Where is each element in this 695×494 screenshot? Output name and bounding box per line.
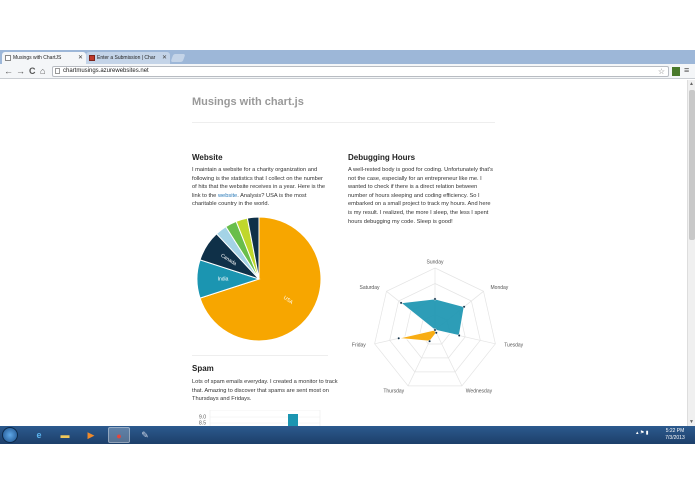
vertical-scrollbar[interactable]: ▲ ▼ [687, 80, 695, 426]
explorer-folder-icon[interactable]: ▬ [60, 430, 70, 440]
browser-toolbar: ← → C ⌂ chartmusings.azurewebsites.net ☆… [0, 64, 695, 79]
media-player-icon[interactable]: ▶ [87, 430, 95, 440]
taskbar: e ▬ ▶ ● ✎ ▴ ⚑ ▮ 5:22 PM 7/3/2013 [0, 426, 695, 444]
scroll-thumb[interactable] [689, 90, 695, 240]
tab-strip: Musings with ChartJS ✕ Enter a Submissio… [0, 50, 695, 64]
debugging-paragraph: A well-rested body is good for coding. U… [348, 167, 493, 225]
close-tab-icon[interactable]: ✕ [77, 55, 83, 61]
radar-grid-ring [389, 283, 481, 373]
radar-point [457, 334, 461, 337]
scroll-down-icon[interactable]: ▼ [689, 419, 694, 425]
radar-point [434, 331, 438, 335]
start-button[interactable] [2, 427, 18, 443]
debugging-radar-chart: Sunday Monday Tuesday Wednesday Thursday Frid… [352, 259, 524, 395]
clock[interactable]: 5:22 PM 7/3/2013 [660, 428, 690, 441]
bookmark-star-icon[interactable]: ☆ [657, 67, 665, 76]
page-viewport: Musings with chart.js Website I maintain… [0, 80, 687, 426]
debugging-heading: Debugging Hours [348, 153, 416, 162]
tab-submission[interactable]: Enter a Submission | Char ✕ [86, 52, 170, 64]
paint-icon[interactable]: ✎ [141, 430, 149, 440]
chrome-icon[interactable]: ● [108, 427, 130, 443]
website-paragraph: I maintain a website for a charity organ… [192, 166, 328, 209]
new-tab-button[interactable] [170, 54, 186, 62]
close-tab-icon[interactable]: ✕ [161, 55, 167, 61]
radar-point [433, 297, 437, 301]
pie-slice-label: USA [282, 295, 294, 306]
page-icon [55, 68, 60, 74]
spam-bar-chart: 9.08.5 [199, 410, 321, 427]
forward-icon[interactable]: → [16, 66, 25, 76]
radar-series-area [400, 298, 465, 336]
ie-icon[interactable]: e [36, 430, 42, 440]
spam-heading: Spam [192, 364, 214, 373]
address-bar[interactable]: chartmusings.azurewebsites.net ☆ [52, 66, 669, 77]
tab-label: Musings with ChartJS [13, 55, 62, 61]
clock-time: 5:22 PM [665, 428, 685, 434]
url-text: chartmusings.azurewebsites.net [63, 68, 149, 74]
page-title: Musings with chart.js [192, 96, 304, 108]
radar-point [433, 328, 437, 332]
clock-date: 7/3/2013 [665, 434, 685, 441]
website-text-1: I maintain a website for a charity organ… [192, 167, 326, 199]
website-link[interactable]: website [217, 192, 238, 199]
radar-axis-label: Monday [491, 285, 509, 291]
spam-paragraph: Lots of spam emails everyday. I created … [192, 379, 338, 403]
radar-point [399, 301, 403, 305]
bar-plot-area [209, 410, 321, 426]
back-icon[interactable]: ← [4, 66, 13, 76]
radar-grid-ring [374, 267, 496, 387]
bar-y-tick-label: 8.5 [199, 421, 206, 427]
reload-icon[interactable]: C [29, 66, 36, 76]
divider [192, 355, 328, 356]
page-icon [5, 55, 11, 61]
home-icon[interactable]: ⌂ [40, 66, 46, 76]
radar-axis-label: Wednesday [466, 389, 493, 395]
website-text-2: . Analysis? USA is the most charitable c… [192, 192, 307, 208]
pie-slice [246, 216, 260, 280]
extension-icon[interactable] [672, 67, 680, 76]
bar [288, 414, 298, 426]
desktop-margin [0, 444, 695, 494]
scroll-up-icon[interactable]: ▲ [689, 81, 694, 87]
radar-point [428, 339, 432, 343]
pie-slice-label: India [218, 276, 229, 282]
divider [192, 122, 495, 123]
website-heading: Website [192, 153, 223, 162]
tab-musings[interactable]: Musings with ChartJS ✕ [2, 52, 86, 64]
menu-icon[interactable]: ≡ [684, 65, 690, 75]
radar-axis-label: Friday [352, 342, 366, 348]
radar-point [397, 336, 401, 340]
tab-label: Enter a Submission | Char [97, 55, 156, 61]
radar-axis-label: Thursday [383, 389, 404, 395]
radar-axis-label: Saturday [359, 285, 380, 291]
radar-point [462, 305, 466, 309]
radar-spoke [434, 329, 463, 387]
radar-axis-label: Tuesday [504, 342, 523, 348]
radar-axis-label: Sunday [427, 259, 444, 265]
site-icon [89, 55, 95, 61]
tray-icons[interactable]: ▴ ⚑ ▮ [636, 430, 649, 436]
bar-y-tick-label: 9.0 [199, 415, 206, 421]
radar-series-area [398, 329, 437, 342]
